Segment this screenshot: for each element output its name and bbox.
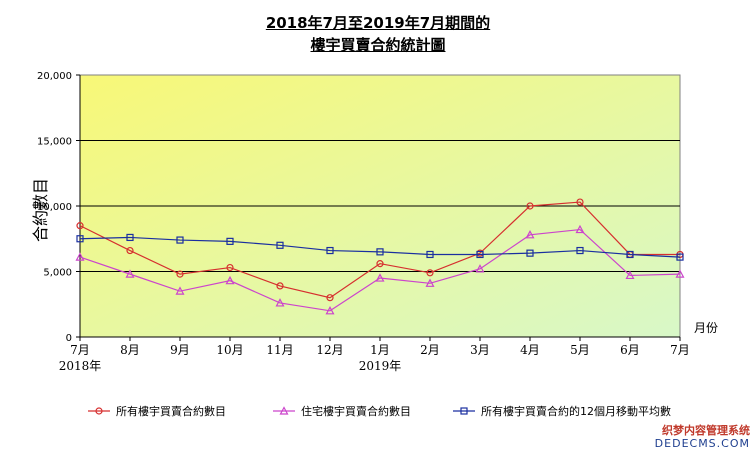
legend-label: 所有樓宇買賣合約數目 — [116, 404, 226, 418]
x-tick-label: 7月 — [670, 343, 690, 357]
chart-title: 2018年7月至2019年7月期間的 — [265, 14, 491, 32]
data-point — [376, 248, 384, 256]
x-tick-label: 3月 — [470, 343, 490, 357]
legend-marker — [95, 407, 103, 415]
y-tick-label: 10,000 — [37, 202, 72, 213]
year-label: 2018年 — [59, 359, 102, 373]
data-point — [175, 286, 185, 295]
data-point — [575, 224, 585, 234]
data-point — [275, 298, 285, 307]
data-point — [425, 278, 435, 287]
series-3 — [76, 233, 684, 261]
x-tick-label: 2月 — [420, 343, 440, 357]
data-point — [426, 250, 434, 259]
series-1 — [76, 198, 684, 302]
data-point — [75, 252, 85, 261]
y-tick-label: 0 — [66, 333, 72, 344]
data-point — [326, 246, 334, 255]
data-point — [126, 246, 134, 255]
data-point — [176, 236, 184, 244]
y-tick-label: 5,000 — [43, 268, 72, 279]
x-tick-label: 12月 — [316, 343, 343, 357]
legend-label: 所有樓宇買賣合約的12個月移動平均數 — [481, 404, 671, 418]
watermark-line-2: DEDECMS.COM — [654, 437, 750, 450]
data-point — [226, 263, 234, 272]
legend-item: 住宅樓宇買賣合約數目 — [273, 404, 411, 418]
x-tick-label: 8月 — [120, 343, 140, 357]
data-point — [475, 264, 485, 273]
data-point — [376, 260, 384, 268]
data-point — [276, 282, 284, 290]
x-tick-label: 6月 — [620, 343, 640, 357]
x-tick-label: 11月 — [266, 343, 293, 357]
data-point — [526, 249, 534, 257]
legend-item: 所有樓宇買賣合約的12個月移動平均數 — [453, 404, 671, 418]
legend-marker — [279, 406, 289, 415]
y-axis-label: 合約數目 — [31, 178, 50, 242]
x-axis-label: 月份 — [694, 321, 718, 335]
legend-item: 所有樓宇買賣合約數目 — [88, 404, 226, 418]
data-point — [76, 235, 84, 243]
legend-label: 住宅樓宇買賣合約數目 — [301, 404, 411, 418]
data-point — [176, 270, 184, 278]
data-point — [325, 306, 335, 315]
data-point — [125, 269, 135, 278]
data-point — [676, 253, 684, 261]
x-tick-label: 1月 — [370, 343, 390, 357]
x-tick-label: 9月 — [170, 343, 190, 357]
year-label: 2019年 — [359, 359, 402, 373]
x-tick-label: 4月 — [520, 343, 540, 357]
data-point — [276, 241, 284, 249]
data-point — [675, 269, 685, 278]
data-point — [375, 273, 385, 282]
series-line — [79, 228, 681, 312]
data-point — [226, 237, 234, 245]
data-point — [525, 230, 535, 239]
data-point — [76, 222, 84, 230]
data-point — [625, 270, 635, 280]
data-point — [426, 269, 434, 277]
x-tick-label: 10月 — [216, 343, 243, 357]
x-tick-label: 7月 — [70, 343, 90, 357]
data-point — [476, 250, 484, 259]
chart-subtitle: 樓宇買賣合約統計圖 — [310, 36, 446, 54]
data-point — [626, 250, 634, 259]
y-tick-label: 15,000 — [37, 137, 72, 148]
data-point — [126, 233, 134, 242]
watermark-line-1: 织梦内容管理系统 — [662, 424, 750, 437]
data-point — [576, 246, 584, 255]
series-line — [79, 236, 681, 258]
data-point — [576, 198, 584, 206]
y-tick-label: 20,000 — [37, 71, 72, 82]
series-2 — [75, 224, 685, 315]
data-point — [326, 294, 334, 302]
data-point — [225, 275, 235, 285]
legend-marker — [460, 407, 468, 415]
data-point — [526, 202, 534, 210]
x-tick-label: 5月 — [570, 343, 590, 357]
series-line — [79, 201, 680, 299]
watermark: 织梦内容管理系统 DEDECMS.COM — [655, 424, 750, 450]
